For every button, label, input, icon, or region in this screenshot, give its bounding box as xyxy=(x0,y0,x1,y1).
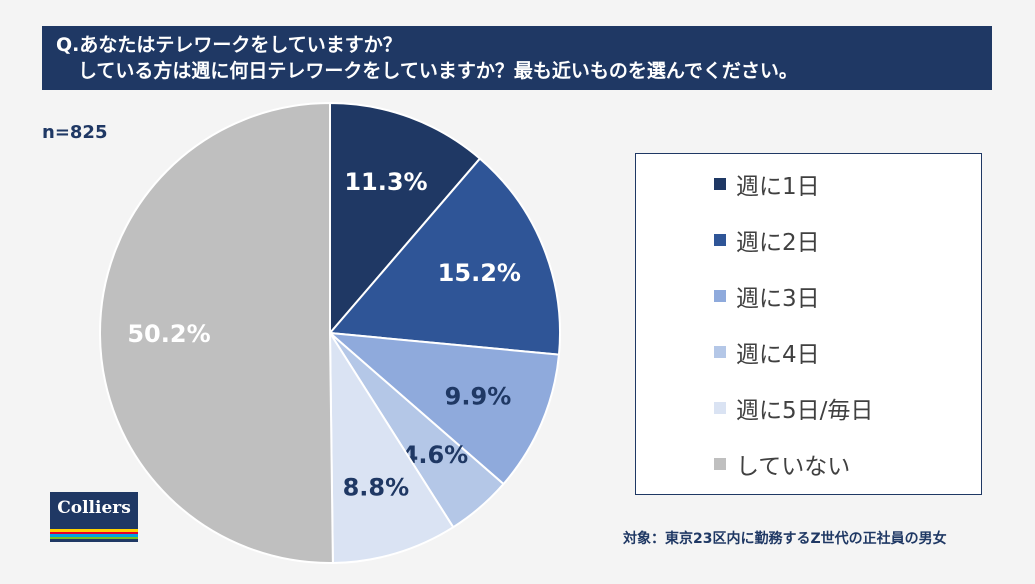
legend-item-1: 週に1日 xyxy=(714,164,820,204)
legend-label: 週に1日 xyxy=(736,174,820,200)
slice-value-label-1: 11.3% xyxy=(344,168,427,196)
legend-item-3: 週に3日 xyxy=(714,276,820,316)
colliers-logo: Colliers xyxy=(50,492,138,542)
title-line-2: している方は週に何日テレワークをしていますか？最も近いものを選んでください。 xyxy=(78,60,798,82)
slice-value-label-6: 50.2% xyxy=(127,320,210,348)
sample-size: n=825 xyxy=(42,122,108,143)
legend-label: していない xyxy=(736,454,851,480)
slice-value-label-2: 15.2% xyxy=(438,259,521,287)
chart-title: Q.あなたはテレワークをしていますか？ している方は週に何日テレワークをしていま… xyxy=(42,26,992,90)
pie-slice-6 xyxy=(99,101,334,564)
logo-text: Colliers xyxy=(57,498,131,518)
pie-slice-1 xyxy=(329,101,482,336)
legend: 週に1日週に2日週に3日週に4日週に5日/毎日 していない xyxy=(635,153,982,495)
legend-swatch xyxy=(714,290,726,302)
footnote: 対象：東京23区内に勤務するZ世代の正社員の男女 xyxy=(623,531,947,547)
slice-value-label-5: 8.8% xyxy=(343,473,410,501)
legend-swatch xyxy=(714,234,726,246)
logo-stripe-4 xyxy=(50,536,138,539)
legend-label: 週に3日 xyxy=(736,286,820,312)
legend-label: 週に2日 xyxy=(736,230,820,256)
legend-swatch xyxy=(714,458,726,470)
logo-stripe-1 xyxy=(50,529,138,532)
pie-slice-5 xyxy=(328,329,455,564)
legend-swatch xyxy=(714,178,726,190)
legend-item-4: 週に4日 xyxy=(714,332,820,372)
legend-item-6: していない xyxy=(714,444,850,484)
title-line-1: Q.あなたはテレワークをしていますか？ xyxy=(56,34,402,56)
slice-value-label-3: 9.9% xyxy=(445,382,512,410)
legend-swatch xyxy=(714,346,726,358)
logo-stripe-2 xyxy=(50,531,138,534)
pie-slice-3 xyxy=(326,331,561,486)
logo-stripes xyxy=(50,529,138,539)
logo-stripe-3 xyxy=(50,534,138,537)
legend-label: 週に4日 xyxy=(736,342,820,368)
legend-item-5: 週に5日/毎日 xyxy=(714,388,873,428)
legend-item-2: 週に2日 xyxy=(714,220,820,260)
legend-label: 週に5日/毎日 xyxy=(736,398,874,424)
legend-swatch xyxy=(714,402,726,414)
pie-slice-2 xyxy=(327,157,561,356)
